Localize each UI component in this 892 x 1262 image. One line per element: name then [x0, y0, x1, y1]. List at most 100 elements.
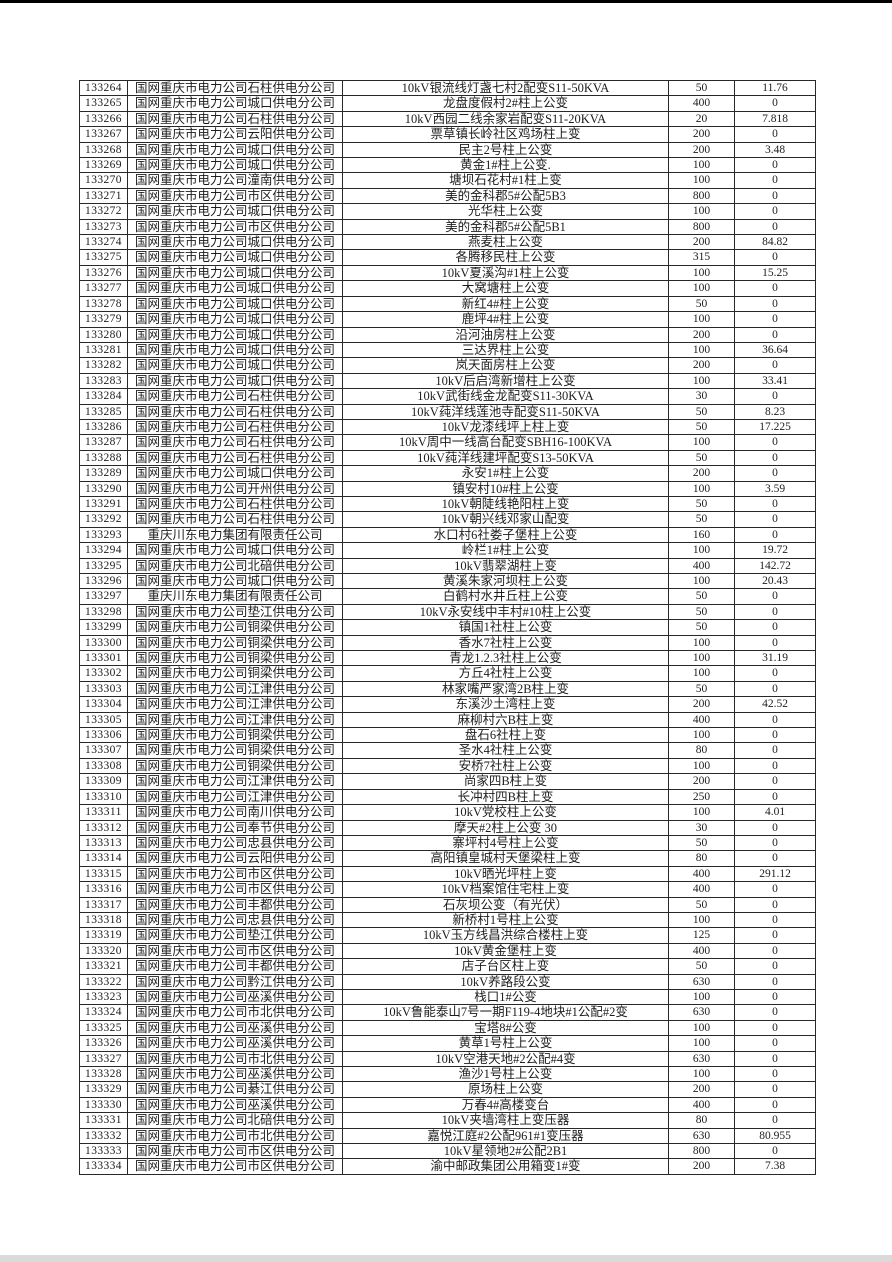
transformer-name-cell: 店子台区柱上变: [342, 958, 669, 975]
company-name-cell: 国网重庆市电力公司市区供电分公司: [127, 881, 343, 898]
transformer-name-cell: 各腾移民柱上公变: [342, 249, 669, 266]
transformer-name-cell: 10kV银流线灯盏七村2配变S11-50KVA: [342, 79, 669, 97]
capacity-kva-cell: 200: [668, 1158, 735, 1175]
company-name-cell: 国网重庆市电力公司石柱供电分公司: [127, 418, 343, 436]
reading-value-cell: 0: [734, 495, 816, 513]
capacity-kva-cell: 50: [668, 680, 735, 698]
transformer-name-cell: 香水7社柱上公变: [342, 634, 669, 652]
record-id-cell: 133319: [79, 927, 128, 944]
capacity-kva-cell: 100: [668, 172, 735, 189]
table-row: 133318 国网重庆市电力公司忠县供电分公司 新桥村1号柱上公变 100 0: [79, 911, 816, 929]
company-name-cell: 国网重庆市电力公司城口供电分公司: [127, 326, 343, 343]
transformer-name-cell: 10kV莼洋线建坪配变S13-50KVA: [342, 449, 669, 467]
table-row: 133307 国网重庆市电力公司铜梁供电分公司 圣水4社柱上公变 80 0: [79, 742, 816, 759]
record-id-cell: 133292: [79, 511, 128, 528]
transformer-name-cell: 新桥村1号柱上公变: [342, 911, 669, 929]
company-name-cell: 国网重庆市电力公司城口供电分公司: [127, 280, 343, 297]
record-id-cell: 133302: [79, 665, 128, 682]
capacity-kva-cell: 200: [668, 696, 735, 713]
company-name-cell: 国网重庆市电力公司巫溪供电分公司: [127, 1065, 343, 1083]
record-id-cell: 133334: [79, 1158, 128, 1175]
capacity-kva-cell: 100: [668, 203, 735, 220]
table-row: 133315 国网重庆市电力公司市区供电分公司 10kV晒光坪柱上变 400 291.1…: [79, 865, 816, 883]
reading-value-cell: 0: [734, 973, 816, 990]
capacity-kva-cell: 250: [668, 788, 735, 806]
record-id-cell: 133281: [79, 341, 128, 359]
transformer-name-cell: 镇国1社柱上公变: [342, 619, 669, 636]
table-row: 133281 国网重庆市电力公司城口供电分公司 三达界柱上公变 100 36.64: [79, 341, 816, 359]
reading-value-cell: 4.01: [734, 804, 816, 821]
company-name-cell: 重庆川东电力集团有限责任公司: [127, 526, 343, 544]
reading-value-cell: 80.955: [734, 1127, 816, 1145]
transformer-name-cell: 大窝塘柱上公变: [342, 280, 669, 297]
capacity-kva-cell: 100: [668, 634, 735, 652]
table-row: 133327 国网重庆市电力公司市北供电分公司 10kV空港天地#2公配#4变 630…: [79, 1050, 816, 1068]
record-id-cell: 133298: [79, 603, 128, 621]
capacity-kva-cell: 400: [668, 1096, 735, 1114]
transformer-name-cell: 栈口1#公变: [342, 988, 669, 1006]
transformer-name-cell: 10kV党校柱上公变: [342, 804, 669, 821]
table-row: 133267 国网重庆市电力公司云阳供电分公司 票草镇长岭社区鸡场柱上变 200 0: [79, 126, 816, 143]
reading-value-cell: 0: [734, 203, 816, 220]
reading-value-cell: 3.59: [734, 480, 816, 497]
table-row: 133264 国网重庆市电力公司石柱供电分公司 10kV银流线灯盏七村2配变S11-…: [79, 79, 816, 97]
table-container: 133264 国网重庆市电力公司石柱供电分公司 10kV银流线灯盏七村2配变S11-…: [79, 79, 816, 1175]
table-row: 133285 国网重庆市电力公司石柱供电分公司 10kV莼洋线莲池寺配变S11-50…: [79, 403, 816, 420]
company-name-cell: 国网重庆市电力公司丰都供电分公司: [127, 958, 343, 975]
company-name-cell: 国网重庆市电力公司云阳供电分公司: [127, 850, 343, 867]
capacity-kva-cell: 100: [668, 757, 735, 775]
reading-value-cell: 0: [734, 280, 816, 297]
company-name-cell: 国网重庆市电力公司城口供电分公司: [127, 203, 343, 220]
transformer-name-cell: 三达界柱上公变: [342, 341, 669, 359]
reading-value-cell: 142.72: [734, 557, 816, 575]
record-id-cell: 133288: [79, 449, 128, 467]
company-name-cell: 国网重庆市电力公司城口供电分公司: [127, 95, 343, 112]
company-name-cell: 国网重庆市电力公司垫江供电分公司: [127, 927, 343, 944]
capacity-kva-cell: 100: [668, 1065, 735, 1083]
capacity-kva-cell: 100: [668, 1019, 735, 1037]
transformer-name-cell: 圣水4社柱上公变: [342, 742, 669, 759]
capacity-kva-cell: 80: [668, 1112, 735, 1129]
table-row: 133328 国网重庆市电力公司巫溪供电分公司 渔沙1号柱上公变 100 0: [79, 1065, 816, 1083]
capacity-kva-cell: 50: [668, 834, 735, 852]
table-row: 133298 国网重庆市电力公司垫江供电分公司 10kV永安线中丰村#10柱上公变 5…: [79, 603, 816, 621]
record-id-cell: 133265: [79, 95, 128, 112]
record-id-cell: 133322: [79, 973, 128, 990]
capacity-kva-cell: 30: [668, 388, 735, 405]
record-id-cell: 133296: [79, 572, 128, 590]
record-id-cell: 133293: [79, 526, 128, 544]
record-id-cell: 133304: [79, 696, 128, 713]
capacity-kva-cell: 800: [668, 218, 735, 236]
company-name-cell: 国网重庆市电力公司铜梁供电分公司: [127, 757, 343, 775]
company-name-cell: 国网重庆市电力公司石柱供电分公司: [127, 434, 343, 451]
reading-value-cell: 291.12: [734, 865, 816, 883]
reading-value-cell: 0: [734, 881, 816, 898]
reading-value-cell: 0: [734, 665, 816, 682]
company-name-cell: 国网重庆市电力公司市区供电分公司: [127, 865, 343, 883]
transformer-name-cell: 渝中邮政集团公用箱变1#变: [342, 1158, 669, 1175]
record-id-cell: 133279: [79, 311, 128, 328]
company-name-cell: 国网重庆市电力公司城口供电分公司: [127, 465, 343, 482]
record-id-cell: 133327: [79, 1050, 128, 1068]
record-id-cell: 133312: [79, 819, 128, 836]
table-row: 133279 国网重庆市电力公司城口供电分公司 鹿坪4#柱上公变 100 0: [79, 311, 816, 328]
table-row: 133272 国网重庆市电力公司城口供电分公司 光华柱上公变 100 0: [79, 203, 816, 220]
record-id-cell: 133326: [79, 1035, 128, 1052]
capacity-kva-cell: 100: [668, 1035, 735, 1052]
reading-value-cell: 0: [734, 326, 816, 343]
table-row: 133300 国网重庆市电力公司铜梁供电分公司 香水7社柱上公变 100 0: [79, 634, 816, 652]
transformer-name-cell: 白鹤村水井丘柱上公变: [342, 588, 669, 605]
capacity-kva-cell: 100: [668, 727, 735, 744]
transformer-name-cell: 10kV西园二线余家岩配变S11-20KVA: [342, 110, 669, 128]
transformer-name-cell: 10kV晒光坪柱上变: [342, 865, 669, 883]
table-row: 133287 国网重庆市电力公司石柱供电分公司 10kV周中一线高台配变SBH16-…: [79, 434, 816, 451]
record-id-cell: 133318: [79, 911, 128, 929]
transformer-name-cell: 镇安村10#柱上公变: [342, 480, 669, 497]
table-row: 133299 国网重庆市电力公司铜梁供电分公司 镇国1社柱上公变 50 0: [79, 619, 816, 636]
record-id-cell: 133332: [79, 1127, 128, 1145]
transformer-name-cell: 宝塔8#公变: [342, 1019, 669, 1037]
capacity-kva-cell: 80: [668, 742, 735, 759]
reading-value-cell: 0: [734, 511, 816, 528]
transformer-name-cell: 10kV周中一线高台配变SBH16-100KVA: [342, 434, 669, 451]
record-id-cell: 133308: [79, 757, 128, 775]
